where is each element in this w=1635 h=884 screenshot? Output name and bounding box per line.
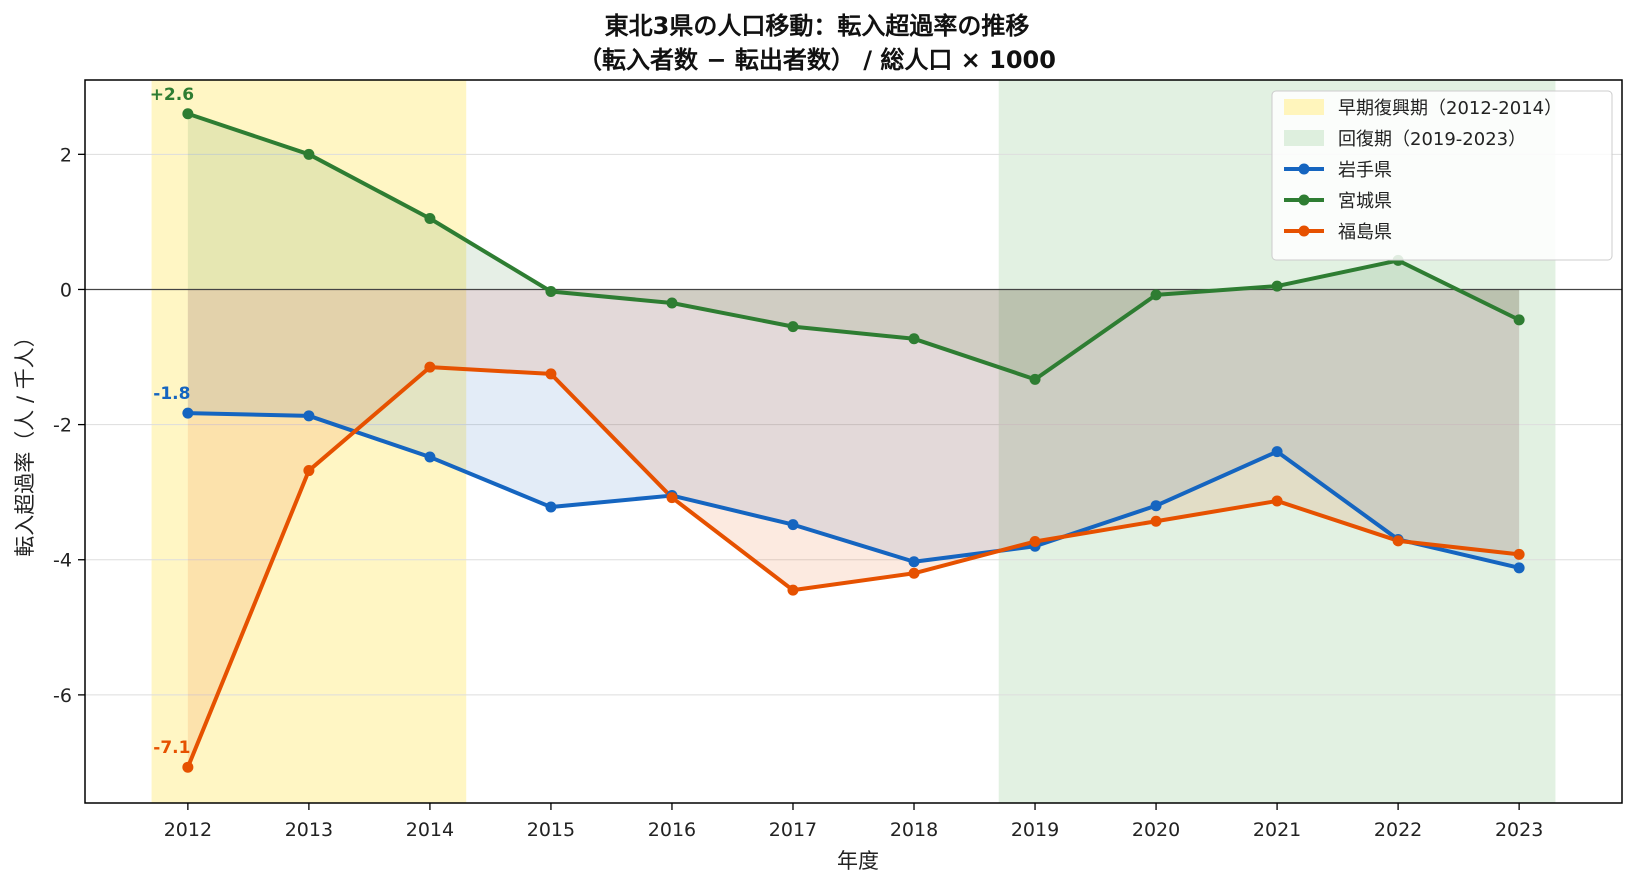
x-tick-label-5: 2017 <box>769 819 817 841</box>
point-s1-2023 <box>1513 314 1525 326</box>
legend-label-series-0: 岩手県 <box>1338 160 1392 181</box>
point-s0-2015 <box>545 501 557 513</box>
x-tick-label-0: 2012 <box>164 819 212 841</box>
y-tick-label-3: -4 <box>53 550 72 572</box>
series-fill-1 <box>187 113 1520 380</box>
point-s1-2012 <box>182 108 194 120</box>
point-s1-2018 <box>908 333 920 345</box>
x-tick-label-9: 2021 <box>1253 819 1301 841</box>
point-s1-2020 <box>1150 289 1162 301</box>
chart-title-line2: （転入者数 − 転出者数） / 総人口 × 1000 <box>578 46 1056 74</box>
point-s2-2020 <box>1150 515 1162 527</box>
point-s0-2020 <box>1150 500 1162 512</box>
point-s2-2016 <box>666 492 678 504</box>
point-s2-2021 <box>1271 495 1283 507</box>
x-tick-label-3: 2015 <box>527 819 575 841</box>
point-s0-2014 <box>424 451 436 463</box>
point-s2-2014 <box>424 361 436 373</box>
x-tick-label-11: 2023 <box>1495 819 1543 841</box>
legend-marker-2 <box>1298 225 1310 237</box>
series-fill-2 <box>187 289 1520 768</box>
point-s2-2018 <box>908 567 920 579</box>
x-tick-label-6: 2018 <box>890 819 938 841</box>
series-lines <box>186 111 1521 768</box>
point-s0-2012 <box>182 407 194 419</box>
point-s1-2013 <box>303 148 315 160</box>
band-0 <box>151 80 467 803</box>
series-line-0 <box>187 411 1520 570</box>
series-points <box>182 108 1525 773</box>
point-s2-2013 <box>303 465 315 477</box>
point-s2-2015 <box>545 368 557 380</box>
series-line-2 <box>186 365 1520 768</box>
annotation-2: -7.1 <box>153 738 190 758</box>
legend-label-series-2: 福島県 <box>1338 222 1392 243</box>
x-tick-label-2: 2014 <box>406 819 454 841</box>
point-s2-2023 <box>1513 548 1525 560</box>
y-tick-label-0: 2 <box>60 144 72 166</box>
x-tick-label-10: 2022 <box>1374 819 1422 841</box>
series-line-1 <box>187 111 1521 382</box>
point-s0-2017 <box>787 519 799 531</box>
point-s1-2017 <box>787 321 799 333</box>
x-tick-label-8: 2020 <box>1132 819 1180 841</box>
legend-label-band-1: 回復期（2019-2023） <box>1338 129 1526 150</box>
point-s0-2018 <box>908 556 920 568</box>
point-s2-2017 <box>787 584 799 596</box>
y-tick-label-1: 0 <box>60 279 72 301</box>
chart-title-line1: 東北3県の人口移動：転入超過率の推移 <box>605 12 1030 40</box>
series-fills <box>187 113 1520 768</box>
point-s2-2022 <box>1392 535 1404 547</box>
y-axis-ticks: 2 0 -2 -4 -6 <box>53 144 85 707</box>
point-s2-2019 <box>1029 536 1041 548</box>
point-s0-2021 <box>1271 446 1283 458</box>
point-s1-2014 <box>424 213 436 225</box>
annotation-0: +2.6 <box>150 85 194 105</box>
x-axis-ticks: 2012 2013 2014 2015 2016 2017 2018 2019 2020 2021… <box>164 803 1543 841</box>
x-axis-label: 年度 <box>837 849 879 873</box>
point-s0-2013 <box>303 410 315 422</box>
legend-box <box>1271 90 1613 261</box>
point-s1-2016 <box>666 297 678 309</box>
point-s2-2012 <box>182 761 194 773</box>
annotations: +2.6 -1.8 -7.1 <box>150 85 194 758</box>
legend-swatch-band-0 <box>1284 99 1324 115</box>
legend-swatch-band-1 <box>1284 130 1324 146</box>
legend-marker-1 <box>1298 194 1310 206</box>
y-tick-label-4: -6 <box>53 685 72 707</box>
plot-frame <box>84 79 1623 804</box>
point-s1-2015 <box>545 285 557 297</box>
point-s0-2023 <box>1513 562 1525 574</box>
point-s1-2021 <box>1271 280 1283 292</box>
annotation-1: -1.8 <box>153 384 190 404</box>
y-tick-label-2: -2 <box>53 415 72 437</box>
series-fill-0 <box>187 289 1520 568</box>
legend-marker-0 <box>1298 163 1310 175</box>
y-axis-label: 転入超過率（人 / 千人） <box>13 326 37 556</box>
x-tick-label-1: 2013 <box>285 819 333 841</box>
legend-label-band-0: 早期復興期（2012-2014） <box>1338 98 1562 119</box>
point-s1-2019 <box>1029 373 1041 385</box>
x-tick-label-7: 2019 <box>1011 819 1059 841</box>
legend-label-series-1: 宮城県 <box>1338 191 1392 212</box>
x-tick-label-4: 2016 <box>648 819 696 841</box>
